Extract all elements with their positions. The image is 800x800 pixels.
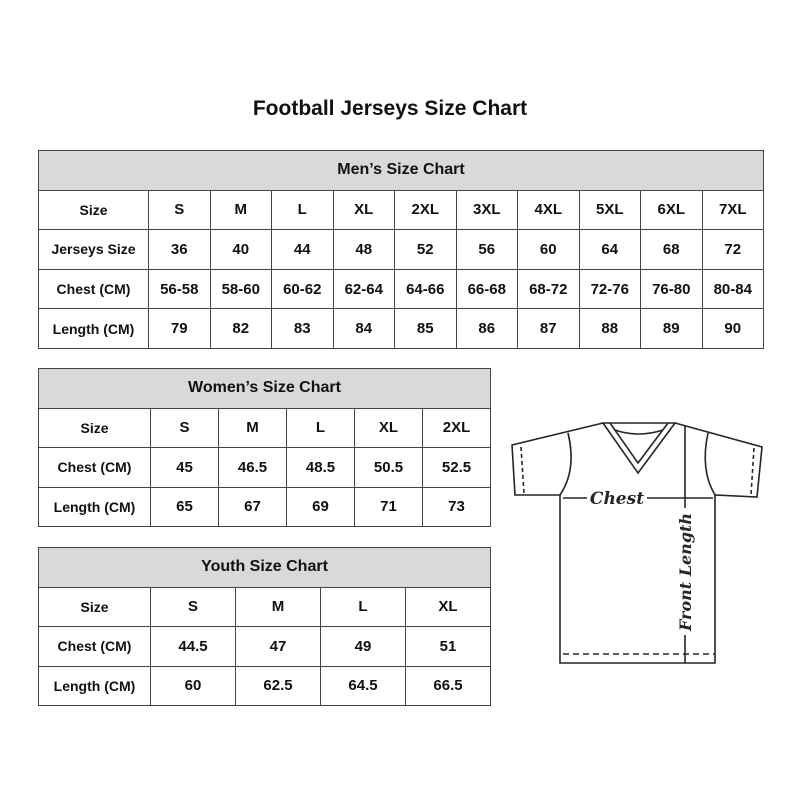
table-cell: 36	[148, 229, 211, 270]
table-cell: 89	[640, 308, 703, 349]
table-cell: 56	[455, 229, 518, 270]
row-label: Size	[38, 586, 151, 627]
table-cell: S	[150, 586, 236, 627]
table-cell: 71	[354, 486, 423, 527]
table-cell: 79	[148, 308, 211, 349]
table-cell: 46.5	[218, 447, 287, 488]
row-label: Size	[38, 407, 151, 448]
table-cell: XL	[405, 586, 491, 627]
table-cell: 44.5	[150, 626, 236, 667]
table-row: Chest (CM) 44.5 47 49 51	[38, 626, 491, 667]
table-cell: 60	[150, 665, 236, 706]
front-length-label: Front Length	[676, 513, 695, 632]
table-cell: M	[209, 189, 272, 231]
table-cell: 87	[517, 308, 580, 349]
row-label: Jerseys Size	[38, 229, 149, 270]
table-cell: L	[320, 586, 406, 627]
table-cell: S	[148, 189, 211, 231]
table-row: Length (CM) 79 82 83 84 85 86 87 88 89 90	[38, 308, 764, 349]
table-cell: 62.5	[235, 665, 321, 706]
page-title: Football Jerseys Size Chart	[252, 97, 528, 120]
table-cell: 2XL	[394, 189, 457, 231]
table-cell: 64.5	[320, 665, 406, 706]
row-label: Length (CM)	[38, 665, 151, 706]
table-cell: 52	[394, 229, 457, 270]
table-cell: 72	[701, 229, 764, 270]
table-cell: 52.5	[422, 447, 491, 488]
table-cell: L	[286, 407, 355, 448]
table-row: Length (CM) 60 62.5 64.5 66.5	[38, 665, 491, 706]
table-cell: 40	[209, 229, 272, 270]
table-cell: 56-58	[148, 268, 211, 310]
table-row: Size S M L XL 2XL	[38, 407, 491, 448]
table-row: Jerseys Size 36 40 44 48 52 56 60 64 68 72	[38, 229, 764, 270]
table-heading: Women’s Size Chart	[38, 368, 491, 409]
table-cell: XL	[332, 189, 395, 231]
table-heading: Men’s Size Chart	[38, 150, 764, 191]
table-cell: 48.5	[286, 447, 355, 488]
table-row: Size S M L XL 2XL 3XL 4XL 5XL 6XL 7XL	[38, 189, 764, 231]
table-cell: 3XL	[455, 189, 518, 231]
table-cell: 5XL	[578, 189, 641, 231]
table-cell: 88	[578, 308, 641, 349]
table-cell: M	[235, 586, 321, 627]
jersey-diagram: Chest Front Length	[511, 422, 763, 664]
table-cell: 68	[640, 229, 703, 270]
table-cell: 72-76	[578, 268, 641, 310]
chest-label: Chest	[590, 489, 644, 509]
table-row: Chest (CM) 56-58 58-60 60-62 62-64 64-66 66-68…	[38, 268, 764, 310]
row-label: Length (CM)	[38, 308, 149, 349]
mens-size-table: Men’s Size Chart Size S M L XL 2XL 3XL 4XL 5XL 6XL…	[38, 150, 764, 349]
table-heading: Youth Size Chart	[38, 547, 491, 588]
table-cell: 65	[150, 486, 219, 527]
table-cell: 45	[150, 447, 219, 488]
table-cell: 68-72	[517, 268, 580, 310]
table-cell: 82	[209, 308, 272, 349]
table-cell: 85	[394, 308, 457, 349]
youth-size-table: Youth Size Chart Size S M L XL Chest (CM) 44.5 4…	[38, 547, 491, 706]
table-row: Size S M L XL	[38, 586, 491, 627]
shirt-outline-icon	[511, 422, 763, 664]
table-cell: 7XL	[701, 189, 764, 231]
table-cell: 69	[286, 486, 355, 527]
table-cell: M	[218, 407, 287, 448]
table-row: Length (CM) 65 67 69 71 73	[38, 486, 491, 527]
row-label: Chest (CM)	[38, 626, 151, 667]
table-row: Chest (CM) 45 46.5 48.5 50.5 52.5	[38, 447, 491, 488]
table-cell: 64-66	[394, 268, 457, 310]
table-cell: 49	[320, 626, 406, 667]
table-cell: 80-84	[701, 268, 764, 310]
table-cell: 73	[422, 486, 491, 527]
table-cell: L	[271, 189, 334, 231]
womens-size-table: Women’s Size Chart Size S M L XL 2XL Chest (CM)…	[38, 368, 491, 527]
table-cell: 83	[271, 308, 334, 349]
table-cell: 48	[332, 229, 395, 270]
table-cell: 44	[271, 229, 334, 270]
table-cell: 62-64	[332, 268, 395, 310]
table-cell: 51	[405, 626, 491, 667]
table-cell: 86	[455, 308, 518, 349]
row-label: Size	[38, 189, 149, 231]
table-cell: 67	[218, 486, 287, 527]
table-cell: 50.5	[354, 447, 423, 488]
table-cell: 64	[578, 229, 641, 270]
table-cell: 4XL	[517, 189, 580, 231]
table-cell: 66-68	[455, 268, 518, 310]
table-cell: 6XL	[640, 189, 703, 231]
table-cell: 47	[235, 626, 321, 667]
row-label: Length (CM)	[38, 486, 151, 527]
table-cell: 66.5	[405, 665, 491, 706]
table-cell: 84	[332, 308, 395, 349]
table-cell: 58-60	[209, 268, 272, 310]
table-cell: 2XL	[422, 407, 491, 448]
table-cell: 90	[701, 308, 764, 349]
table-cell: 60	[517, 229, 580, 270]
table-cell: S	[150, 407, 219, 448]
table-cell: XL	[354, 407, 423, 448]
row-label: Chest (CM)	[38, 447, 151, 488]
row-label: Chest (CM)	[38, 268, 149, 310]
table-cell: 60-62	[271, 268, 334, 310]
table-cell: 76-80	[640, 268, 703, 310]
